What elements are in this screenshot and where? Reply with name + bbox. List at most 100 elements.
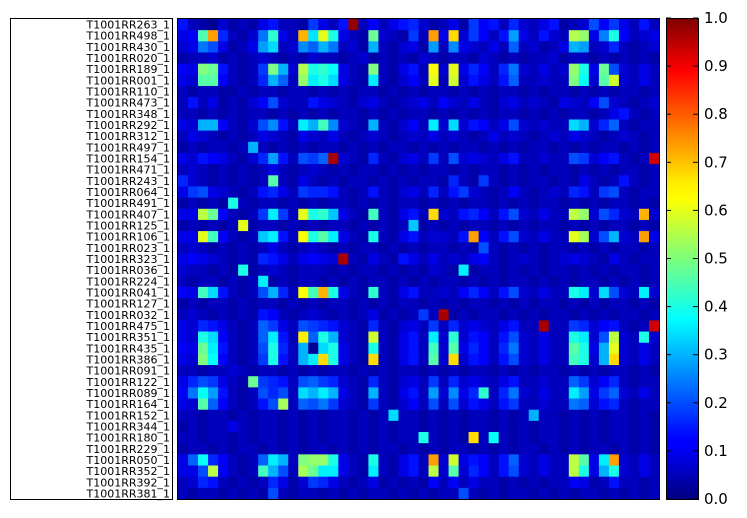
row-label: T1001RR180_1	[86, 432, 171, 445]
heatmap-cell	[428, 298, 439, 310]
heatmap-cell	[418, 97, 429, 109]
heatmap-cell	[608, 164, 620, 176]
heatmap-cell	[588, 197, 600, 210]
heatmap-cell	[608, 253, 620, 265]
heatmap-cell	[328, 465, 339, 478]
heatmap-cell	[478, 97, 490, 109]
heatmap-cell	[648, 320, 660, 332]
heatmap-cell	[548, 275, 560, 288]
heatmap-cell	[358, 141, 369, 154]
heatmap-cell	[368, 387, 379, 399]
heatmap-cell	[508, 19, 520, 31]
heatmap-cell	[528, 376, 540, 388]
heatmap-cell	[518, 164, 530, 176]
heatmap-cell	[318, 119, 329, 132]
heatmap-cell	[328, 264, 339, 277]
heatmap-cell	[268, 253, 279, 265]
heatmap-cell	[288, 275, 299, 288]
heatmap-cell	[398, 52, 409, 65]
heatmap-cell	[198, 242, 209, 254]
heatmap-cell	[598, 19, 610, 31]
heatmap-cell	[438, 443, 449, 455]
heatmap-cell	[408, 141, 419, 154]
heatmap-cell	[528, 52, 540, 65]
heatmap-cell	[268, 331, 279, 344]
heatmap-cell	[218, 219, 229, 232]
heatmap-cell	[318, 63, 329, 76]
heatmap-cell	[398, 19, 409, 31]
heatmap-cell	[358, 197, 369, 210]
heatmap-cell	[178, 443, 189, 455]
heatmap-cell	[498, 19, 510, 31]
heatmap-cell	[418, 275, 429, 288]
heatmap-cell	[258, 320, 269, 332]
heatmap-cell	[238, 398, 249, 411]
heatmap-cell	[408, 353, 419, 366]
heatmap-cell	[648, 342, 660, 355]
heatmap-cell	[458, 186, 469, 198]
heatmap-cell	[478, 108, 490, 120]
heatmap-cell	[598, 331, 610, 344]
heatmap-cell	[278, 208, 289, 221]
heatmap-cell	[338, 286, 349, 299]
heatmap-cell	[218, 41, 229, 53]
colorbar-tick-label: 0.9	[704, 57, 728, 75]
heatmap-cell	[508, 30, 520, 42]
heatmap-cell	[268, 108, 279, 120]
heatmap-cell	[588, 164, 600, 176]
heatmap-cell	[258, 231, 269, 243]
heatmap-cell	[388, 275, 399, 288]
heatmap-cell	[338, 476, 349, 489]
heatmap-cell	[368, 275, 379, 288]
heatmap-cell	[528, 443, 540, 455]
heatmap-cell	[348, 231, 359, 243]
heatmap-cell	[558, 409, 570, 422]
heatmap-cell	[478, 164, 490, 176]
heatmap-cell	[268, 97, 279, 109]
heatmap-cell	[348, 41, 359, 53]
heatmap-cell	[208, 420, 219, 433]
heatmap-cell	[518, 342, 530, 355]
heatmap-cell	[608, 387, 620, 399]
heatmap-cell	[648, 376, 660, 388]
colorbar-tick-label: 0.7	[704, 153, 728, 171]
heatmap-cell	[368, 219, 379, 232]
heatmap-cell	[638, 432, 650, 444]
heatmap-cell	[608, 74, 620, 87]
heatmap-cell	[258, 365, 269, 377]
heatmap-cell	[338, 409, 349, 422]
heatmap-cell	[638, 119, 650, 132]
heatmap-cell	[218, 197, 229, 210]
heatmap-cell	[298, 465, 309, 478]
heatmap-cell	[298, 320, 309, 332]
heatmap-cell	[198, 443, 209, 455]
heatmap-cell	[378, 432, 389, 444]
heatmap-cell	[398, 365, 409, 377]
heatmap-cell	[298, 130, 309, 143]
heatmap-cell	[528, 387, 540, 399]
heatmap-cell	[258, 164, 269, 176]
heatmap-cell	[428, 74, 439, 87]
heatmap-cell	[318, 398, 329, 411]
heatmap-cell	[538, 19, 550, 31]
heatmap-cell	[278, 63, 289, 76]
heatmap-cell	[428, 186, 439, 198]
heatmap-cell	[248, 186, 259, 198]
heatmap-cell	[258, 108, 269, 120]
heatmap-cell	[248, 19, 259, 31]
heatmap-cell	[518, 443, 530, 455]
heatmap-cell	[568, 41, 580, 53]
heatmap-cell	[478, 130, 490, 143]
heatmap-cell	[388, 376, 399, 388]
heatmap-cell	[188, 476, 199, 489]
heatmap-cell	[618, 487, 630, 500]
heatmap-cell	[188, 231, 199, 243]
heatmap-cell	[318, 197, 329, 210]
heatmap-cell	[478, 342, 490, 355]
heatmap-cell	[278, 387, 289, 399]
heatmap-cell	[228, 52, 239, 65]
heatmap-cell	[308, 476, 319, 489]
heatmap-cell	[448, 487, 459, 500]
heatmap-cell	[418, 342, 429, 355]
heatmap-cell	[628, 320, 640, 332]
